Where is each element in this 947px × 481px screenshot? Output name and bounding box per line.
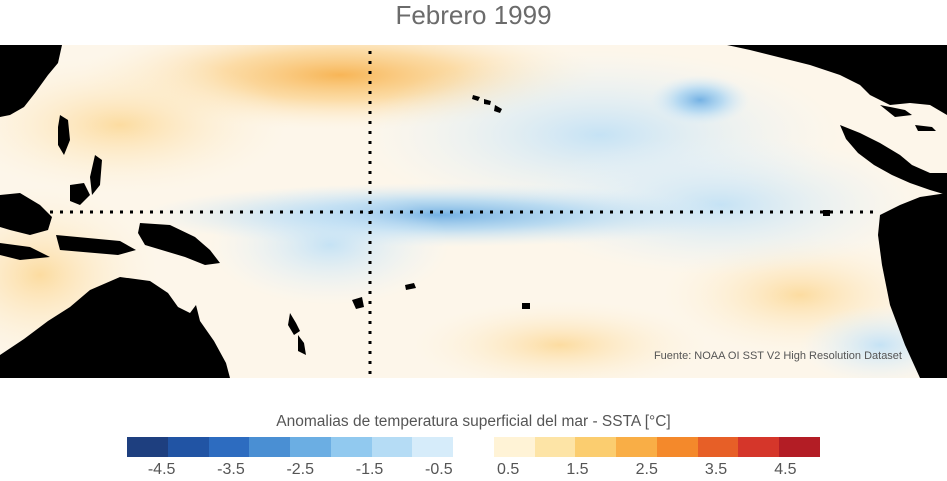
colorbar-cell — [167, 437, 209, 457]
colorbar-tick-label: 0.5 — [497, 461, 520, 478]
source-note: Fuente: NOAA OI SST V2 High Resolution D… — [653, 350, 902, 362]
colorbar-cell — [453, 437, 494, 457]
colorbar-cell — [534, 437, 576, 457]
north-america — [727, 45, 947, 115]
colorbar-tick-label: 4.5 — [774, 461, 797, 478]
colorbar-tick-label: -0.5 — [425, 461, 453, 478]
caribbean-islands — [880, 105, 936, 131]
colorbar — [127, 437, 821, 457]
hawaii — [472, 95, 502, 113]
colorbar-cell — [208, 437, 250, 457]
land-masses — [0, 45, 947, 378]
colorbar-cell — [371, 437, 413, 457]
colorbar-tick-label: 2.5 — [635, 461, 658, 478]
colorbar-tick-label: 1.5 — [566, 461, 589, 478]
anomaly-field — [0, 45, 947, 378]
colorbar-cell — [656, 437, 698, 457]
colorbar-cell — [290, 437, 331, 457]
new-zealand — [288, 313, 306, 355]
colorbar-cell — [412, 437, 454, 457]
colorbar-ticks: -4.5 -3.5 -2.5 -1.5 -0.5 0.5 1.5 2.5 3.5 4.5 — [127, 461, 820, 481]
colorbar-cell — [249, 437, 291, 457]
indonesia-islands — [0, 115, 136, 260]
colorbar-cell — [697, 437, 739, 457]
map-title: Febrero 1999 — [395, 0, 552, 30]
colorbar-cell — [738, 437, 780, 457]
south-america — [878, 193, 947, 378]
colorbar-tick-label: -2.5 — [286, 461, 315, 478]
sst-anomaly-map — [0, 45, 947, 378]
colorbar-cell — [616, 437, 657, 457]
colorbar-tick-label: 3.5 — [704, 461, 728, 478]
colorbar-cell — [493, 437, 535, 457]
colorbar-label: Anomalias de temperatura superficial del… — [276, 413, 671, 430]
colorbar-cell — [575, 437, 617, 457]
australia — [0, 277, 230, 378]
colorbar-cell — [127, 437, 168, 457]
central-america — [840, 125, 947, 195]
colorbar-tick-label: -4.5 — [147, 461, 176, 478]
papua-new-guinea — [138, 223, 220, 265]
colorbar-cell — [330, 437, 372, 457]
reference-lines — [30, 51, 878, 378]
colorbar-cell — [779, 437, 821, 457]
asia-landmass — [0, 45, 62, 117]
colorbar-tick-label: -3.5 — [217, 461, 245, 478]
colorbar-tick-label: -1.5 — [355, 461, 384, 478]
